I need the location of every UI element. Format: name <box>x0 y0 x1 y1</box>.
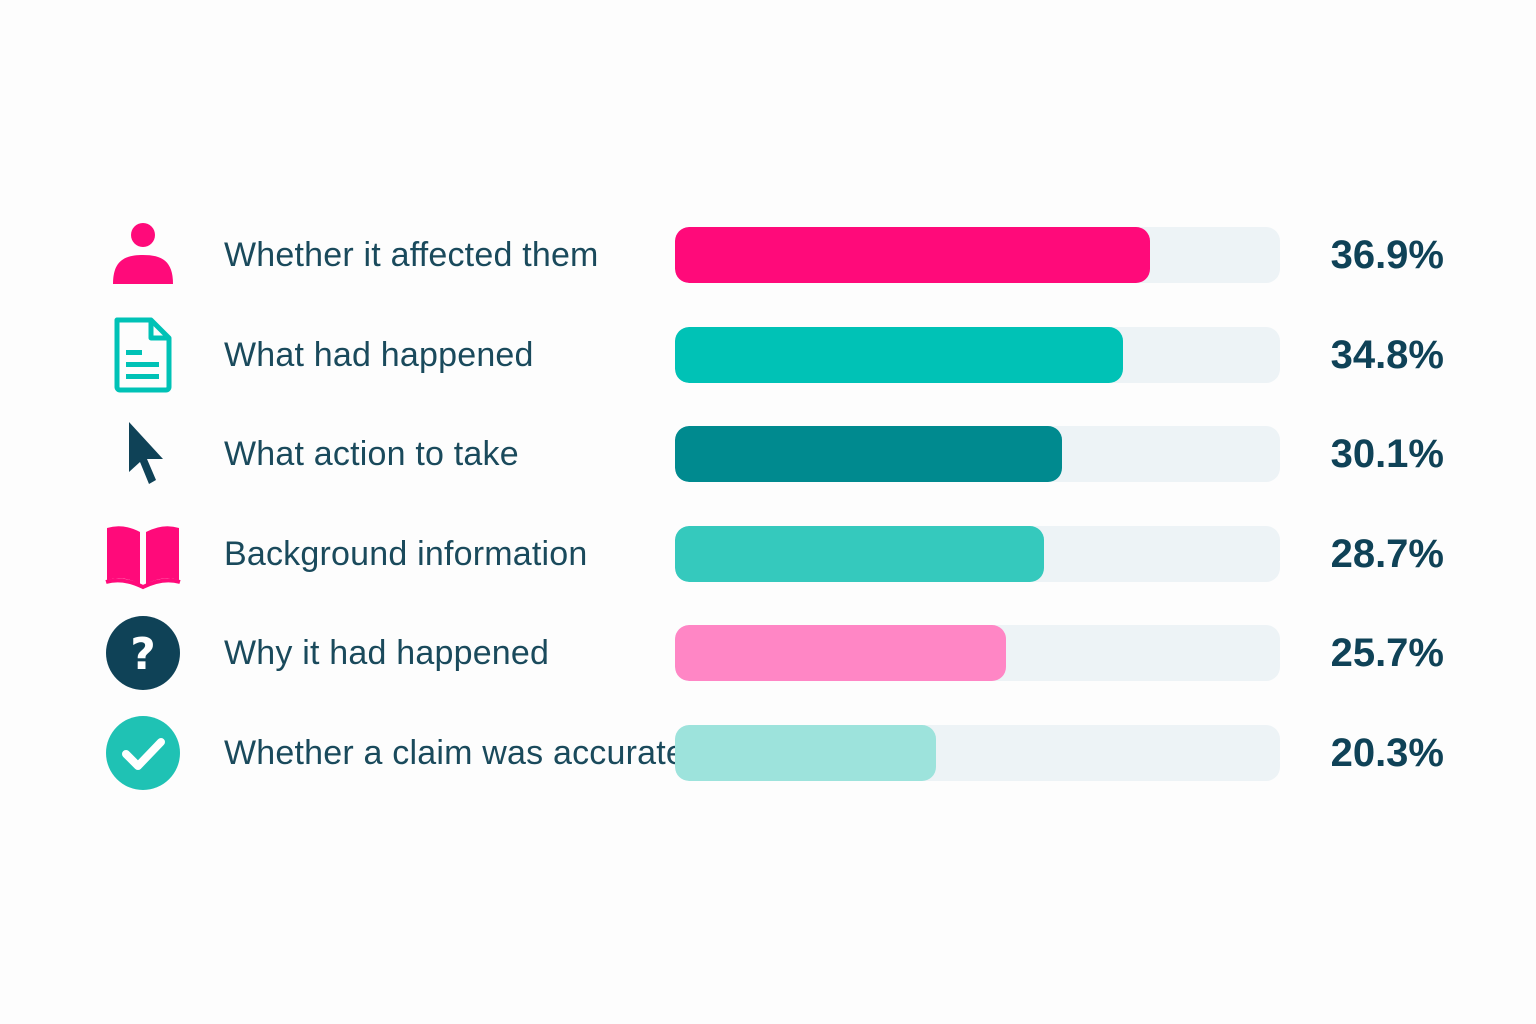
bar-row: Whether a claim was accurate 20.3% <box>0 713 1536 793</box>
document-icon <box>103 315 183 395</box>
category-label: Whether it affected them <box>224 236 599 274</box>
value-label: 25.7% <box>1330 631 1444 675</box>
category-label: What had happened <box>224 335 534 374</box>
value-label: 36.9% <box>1330 233 1444 277</box>
bar <box>675 724 936 781</box>
bar-track <box>675 426 1280 482</box>
bar-track <box>675 227 1280 283</box>
bar-track <box>675 724 1280 781</box>
person-icon <box>103 215 183 295</box>
category-label: Background information <box>224 534 588 573</box>
value-label: 28.7% <box>1330 531 1444 576</box>
value-label: 20.3% <box>1330 730 1444 775</box>
bar-row: Whether it affected them 36.9% <box>0 215 1536 295</box>
bar-track <box>675 525 1280 582</box>
category-label: Why it had happened <box>224 634 550 672</box>
bar-track <box>675 625 1280 681</box>
value-label: 30.1% <box>1330 432 1444 476</box>
bar <box>675 625 1006 681</box>
bar-track <box>675 326 1280 383</box>
category-label: What action to take <box>224 435 519 473</box>
bar-row: What action to take 30.1% <box>0 414 1536 494</box>
value-label: 34.8% <box>1330 332 1444 377</box>
checkmark-icon <box>103 713 183 793</box>
book-icon <box>103 514 183 594</box>
question-icon: ? <box>103 613 183 693</box>
bar-row: ? Why it had happened 25.7% <box>0 613 1536 693</box>
svg-text:?: ? <box>130 629 156 680</box>
bar-row: What had happened 34.8% <box>0 315 1536 395</box>
cursor-icon <box>103 414 183 494</box>
bar <box>675 326 1123 383</box>
bar <box>675 525 1044 582</box>
bar <box>675 227 1150 283</box>
bar-row: Background information 28.7% <box>0 514 1536 594</box>
bar <box>675 426 1062 482</box>
category-label: Whether a claim was accurate <box>224 733 685 772</box>
